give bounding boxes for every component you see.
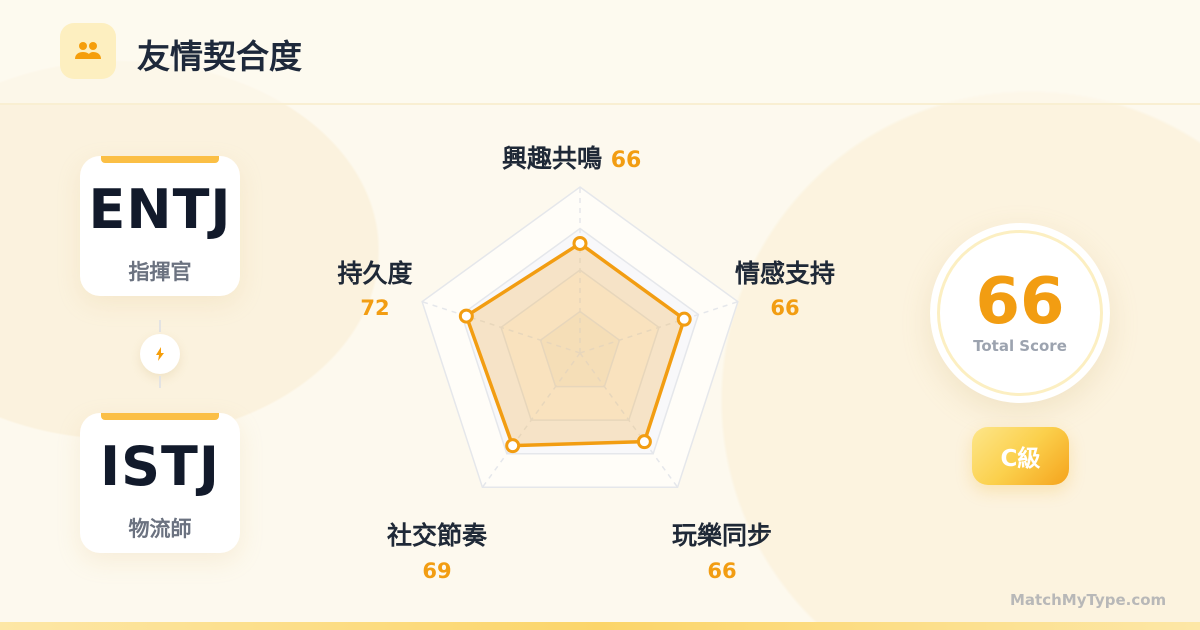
type-card-2: ISTJ 物流師 [80,413,240,553]
card-accent [101,413,219,420]
data-point [458,308,474,324]
total-score-badge: 66 Total Score [930,223,1110,403]
type-code: ISTJ [100,435,220,498]
axis-line [421,300,581,354]
axis-label-emotional: 情感支持 [734,259,835,288]
axis-line [579,352,679,488]
axis-value: 66 [770,296,800,320]
axis-line [481,352,581,488]
data-point [572,235,588,251]
axis-label-social: 社交節奏 [386,521,487,550]
total-score-label: Total Score [973,337,1067,355]
type-card-1: ENTJ 指揮官 [80,156,240,296]
axis-value: 72 [360,296,390,320]
axis-value: 66 [707,559,737,583]
grade-badge: C級 [972,427,1069,485]
data-area [464,241,686,448]
data-point [505,438,521,454]
page-title: 友情契合度 [137,37,302,76]
bottom-bar [0,622,1200,630]
type-name: 物流師 [128,517,192,541]
brand-watermark: MatchMyType.com [1010,591,1167,609]
people-icon [60,23,116,79]
type-code: ENTJ [88,178,232,241]
header: 友情契合度 [0,0,1200,105]
axis-label-text: 興趣共鳴 [502,144,603,173]
card-accent [101,156,219,163]
data-point [676,311,692,327]
data-point [636,434,652,450]
total-score-value: 66 [975,265,1065,339]
axis-line [579,300,739,354]
axis-value: 69 [422,559,452,583]
score-ring [937,230,1103,396]
axis-label-duration: 持久度 [337,259,413,288]
axis-value: 66 [610,148,642,173]
lightning-icon [140,334,180,374]
axis-label-interest: 興趣共鳴 66 [502,139,641,175]
connector-line [159,376,161,388]
connector-line [159,320,161,332]
axis-label-play: 玩樂同步 [671,521,772,550]
type-name: 指揮官 [128,260,192,284]
